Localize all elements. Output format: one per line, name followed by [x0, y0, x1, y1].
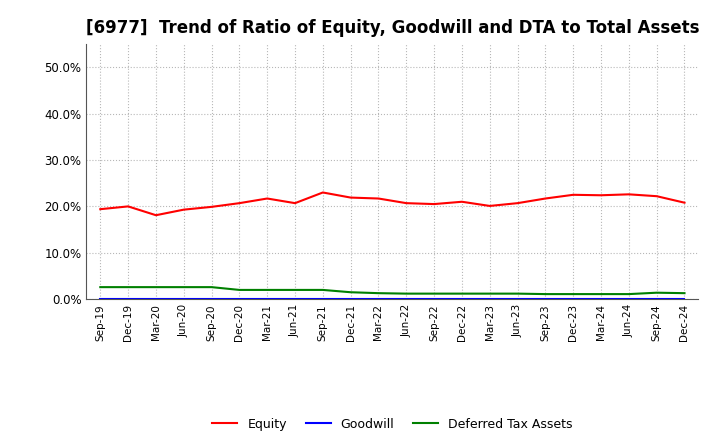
Equity [597, 193, 606, 198]
Goodwill [541, 297, 550, 302]
Equity [318, 190, 327, 195]
Goodwill [96, 297, 104, 302]
Equity [96, 206, 104, 212]
Goodwill [680, 297, 689, 302]
Goodwill [179, 297, 188, 302]
Deferred Tax Assets [430, 291, 438, 296]
Equity [680, 200, 689, 205]
Equity [569, 192, 577, 198]
Deferred Tax Assets [124, 285, 132, 290]
Goodwill [458, 297, 467, 302]
Equity [458, 199, 467, 205]
Deferred Tax Assets [624, 291, 633, 297]
Deferred Tax Assets [485, 291, 494, 296]
Equity [207, 204, 216, 209]
Equity [430, 202, 438, 207]
Deferred Tax Assets [374, 290, 383, 296]
Deferred Tax Assets [291, 287, 300, 293]
Goodwill [430, 297, 438, 302]
Equity [402, 201, 410, 206]
Deferred Tax Assets [207, 285, 216, 290]
Goodwill [485, 297, 494, 302]
Deferred Tax Assets [458, 291, 467, 296]
Goodwill [235, 297, 243, 302]
Legend: Equity, Goodwill, Deferred Tax Assets: Equity, Goodwill, Deferred Tax Assets [207, 413, 577, 436]
Deferred Tax Assets [179, 285, 188, 290]
Deferred Tax Assets [402, 291, 410, 296]
Equity [652, 194, 661, 199]
Equity [513, 201, 522, 206]
Deferred Tax Assets [263, 287, 271, 293]
Deferred Tax Assets [346, 290, 355, 295]
Deferred Tax Assets [96, 285, 104, 290]
Equity [291, 201, 300, 206]
Goodwill [124, 297, 132, 302]
Goodwill [346, 297, 355, 302]
Goodwill [263, 297, 271, 302]
Line: Equity: Equity [100, 192, 685, 215]
Goodwill [569, 297, 577, 302]
Deferred Tax Assets [318, 287, 327, 293]
Goodwill [652, 297, 661, 302]
Deferred Tax Assets [152, 285, 161, 290]
Deferred Tax Assets [652, 290, 661, 295]
Deferred Tax Assets [513, 291, 522, 296]
Goodwill [318, 297, 327, 302]
Goodwill [207, 297, 216, 302]
Equity [541, 196, 550, 201]
Equity [263, 196, 271, 201]
Goodwill [513, 297, 522, 302]
Equity [152, 213, 161, 218]
Title: [6977]  Trend of Ratio of Equity, Goodwill and DTA to Total Assets: [6977] Trend of Ratio of Equity, Goodwil… [86, 19, 699, 37]
Deferred Tax Assets [541, 291, 550, 297]
Goodwill [291, 297, 300, 302]
Equity [624, 192, 633, 197]
Deferred Tax Assets [569, 291, 577, 297]
Line: Deferred Tax Assets: Deferred Tax Assets [100, 287, 685, 294]
Equity [124, 204, 132, 209]
Equity [179, 207, 188, 212]
Goodwill [374, 297, 383, 302]
Goodwill [597, 297, 606, 302]
Deferred Tax Assets [597, 291, 606, 297]
Goodwill [402, 297, 410, 302]
Equity [374, 196, 383, 201]
Equity [485, 203, 494, 209]
Deferred Tax Assets [235, 287, 243, 293]
Equity [235, 201, 243, 206]
Goodwill [624, 297, 633, 302]
Equity [346, 195, 355, 200]
Goodwill [152, 297, 161, 302]
Deferred Tax Assets [680, 290, 689, 296]
